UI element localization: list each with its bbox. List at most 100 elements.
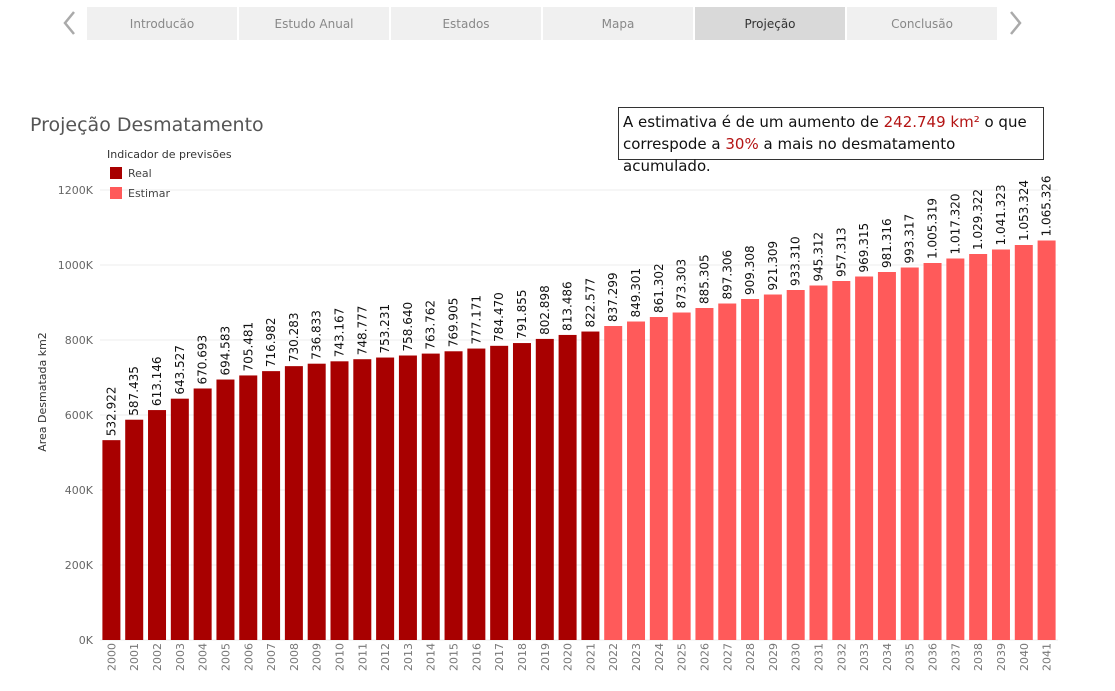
x-tick-label: 2008 <box>288 643 301 671</box>
x-tick-label: 2024 <box>653 643 666 671</box>
value-label: 921.309 <box>766 241 780 291</box>
value-label: 716.982 <box>264 318 278 368</box>
value-label: 813.486 <box>561 281 575 331</box>
x-tick-label: 2027 <box>721 643 734 671</box>
bar <box>672 312 691 640</box>
bar <box>353 359 372 640</box>
x-tick-label: 2014 <box>425 643 438 671</box>
value-label: 1.053.324 <box>1017 180 1031 241</box>
value-label: 743.167 <box>333 308 347 358</box>
bar <box>946 258 965 640</box>
x-tick-label: 2000 <box>105 643 118 671</box>
legend-label: Real <box>128 167 152 180</box>
bar <box>444 351 463 640</box>
annotation-line: A estimativa é de um aumento de 242.749 … <box>623 111 1043 133</box>
y-tick-label: 0K <box>79 634 94 647</box>
x-tick-label: 2013 <box>402 643 415 671</box>
value-label: 777.171 <box>469 295 483 345</box>
x-tick-label: 2028 <box>744 643 757 671</box>
value-label: 643.527 <box>173 345 187 395</box>
value-label: 933.310 <box>789 236 803 286</box>
y-tick-label: 800K <box>65 334 94 347</box>
x-tick-label: 2011 <box>356 643 369 671</box>
value-label: 909.308 <box>743 245 757 295</box>
bar <box>1037 240 1056 640</box>
x-tick-label: 2041 <box>1041 643 1054 671</box>
x-tick-label: 2017 <box>493 643 506 671</box>
value-label: 670.693 <box>196 335 210 385</box>
nav-tab[interactable]: Conclusão <box>847 7 997 40</box>
bar <box>467 348 486 640</box>
x-tick-label: 2037 <box>949 643 962 671</box>
nav-tab[interactable]: Projeção <box>695 7 845 40</box>
value-label: 993.317 <box>903 214 917 264</box>
annotation-line: correspode a 30% a mais no desmatamento … <box>623 133 1043 177</box>
bar <box>900 267 919 640</box>
bar <box>148 410 167 640</box>
y-tick-label: 400K <box>65 484 94 497</box>
value-label: 613.146 <box>150 356 164 406</box>
value-label: 736.833 <box>310 310 324 360</box>
x-tick-label: 2030 <box>790 643 803 671</box>
nav-bar: Introducão Estudo Anual Estados Mapa Projeçã… <box>87 7 999 40</box>
next-arrow[interactable] <box>1005 8 1025 38</box>
value-label: 802.898 <box>538 285 552 335</box>
x-tick-label: 2031 <box>813 643 826 671</box>
x-tick-label: 2034 <box>881 643 894 671</box>
value-label: 1.005.319 <box>926 198 940 259</box>
nav-tab[interactable]: Estados <box>391 7 541 40</box>
prev-arrow[interactable] <box>60 8 80 38</box>
x-tick-label: 2001 <box>128 643 141 671</box>
bar <box>558 334 577 640</box>
annotation-text: o que <box>979 113 1027 131</box>
y-axis-label: Area Desmatada km2 <box>36 332 49 452</box>
bar <box>649 317 668 640</box>
value-label: 861.302 <box>652 263 666 313</box>
bar <box>581 331 600 640</box>
bar <box>170 398 189 640</box>
annotation: A estimativa é de um aumento de 242.749 … <box>618 107 1044 175</box>
annotation-text: a mais no desmatamento acumulado. <box>623 135 956 175</box>
value-label: 769.905 <box>447 298 461 348</box>
y-tick-label: 1000K <box>58 259 94 272</box>
annotation-text: correspode a <box>623 135 726 153</box>
x-tick-label: 2036 <box>927 643 940 671</box>
x-tick-label: 2029 <box>767 643 780 671</box>
x-tick-label: 2035 <box>904 643 917 671</box>
value-label: 837.299 <box>606 272 620 322</box>
nav-tab[interactable]: Mapa <box>543 7 693 40</box>
y-tick-label: 600K <box>65 409 94 422</box>
x-tick-label: 2007 <box>265 643 278 671</box>
x-tick-label: 2040 <box>1018 643 1031 671</box>
nav-tab[interactable]: Introducão <box>87 7 237 40</box>
value-label: 897.306 <box>720 250 734 300</box>
x-tick-label: 2025 <box>676 643 689 671</box>
x-tick-label: 2039 <box>995 643 1008 671</box>
value-label: 885.305 <box>697 254 711 304</box>
nav-tab[interactable]: Estudo Anual <box>239 7 389 40</box>
annotation-highlight: 30% <box>725 135 759 153</box>
bar <box>193 388 212 640</box>
value-label: 981.316 <box>880 218 894 268</box>
chart-title: Projeção Desmatamento <box>30 114 264 136</box>
bar <box>398 355 417 640</box>
value-label: 849.301 <box>629 268 643 318</box>
bar <box>627 321 646 640</box>
x-tick-label: 2010 <box>334 643 347 671</box>
annotation-highlight: 242.749 km² <box>883 113 980 131</box>
legend-swatch <box>110 167 122 179</box>
bar <box>809 285 828 640</box>
value-label: 784.470 <box>492 292 506 342</box>
value-label: 532.922 <box>104 387 118 437</box>
x-tick-label: 2022 <box>607 643 620 671</box>
value-label: 748.777 <box>355 306 369 356</box>
bar <box>1014 245 1033 641</box>
value-label: 1.029.322 <box>971 189 985 250</box>
annotation-text: A estimativa é de um aumento de <box>623 113 884 131</box>
bar <box>307 363 326 640</box>
bar <box>832 281 851 640</box>
value-label: 758.640 <box>401 302 415 352</box>
bar <box>216 379 235 640</box>
x-tick-label: 2016 <box>470 643 483 671</box>
